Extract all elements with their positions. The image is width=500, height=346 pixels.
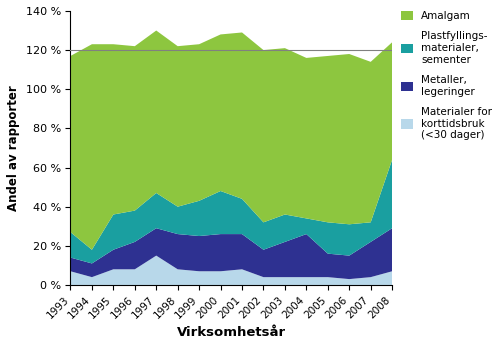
X-axis label: Virksomhetsår: Virksomhetsår xyxy=(176,326,286,339)
Y-axis label: Andel av rapporter: Andel av rapporter xyxy=(7,85,20,211)
Legend: Amalgam, Plastfyllings-
materialer,
sementer, Metaller,
legeringer, Materialer f: Amalgam, Plastfyllings- materialer, seme… xyxy=(400,11,492,140)
